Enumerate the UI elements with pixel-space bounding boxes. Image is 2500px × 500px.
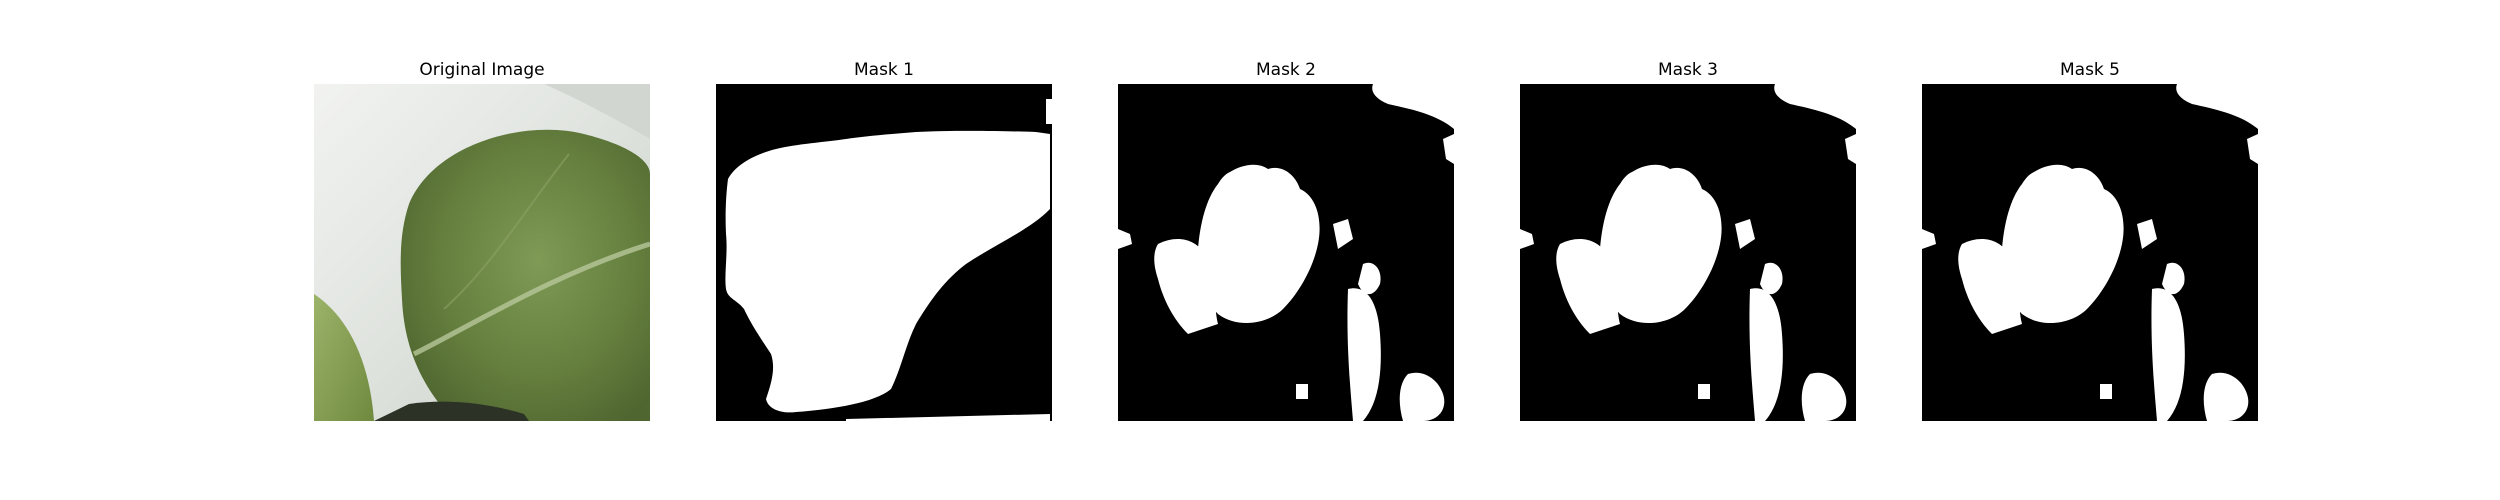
original-image-panel: Original Image <box>314 0 650 500</box>
original-image <box>314 84 650 421</box>
panel-title: Original Image <box>419 60 545 80</box>
mask-5-panel: Mask 5 <box>1922 0 2258 500</box>
mask-1-panel: Mask 1 <box>716 0 1052 500</box>
mask-1-image <box>716 84 1052 421</box>
panel-title: Mask 5 <box>2059 60 2120 80</box>
panel-title: Mask 3 <box>1657 60 1718 80</box>
mask-2-panel: Mask 2 <box>1118 0 1454 500</box>
mask-3-panel: Mask 3 <box>1520 0 1856 500</box>
mask-5-image <box>1922 84 2258 421</box>
mask-3-image <box>1520 84 1856 421</box>
panel-title: Mask 2 <box>1255 60 1316 80</box>
panel-title: Mask 1 <box>853 60 914 80</box>
mask-2-image <box>1118 84 1454 421</box>
